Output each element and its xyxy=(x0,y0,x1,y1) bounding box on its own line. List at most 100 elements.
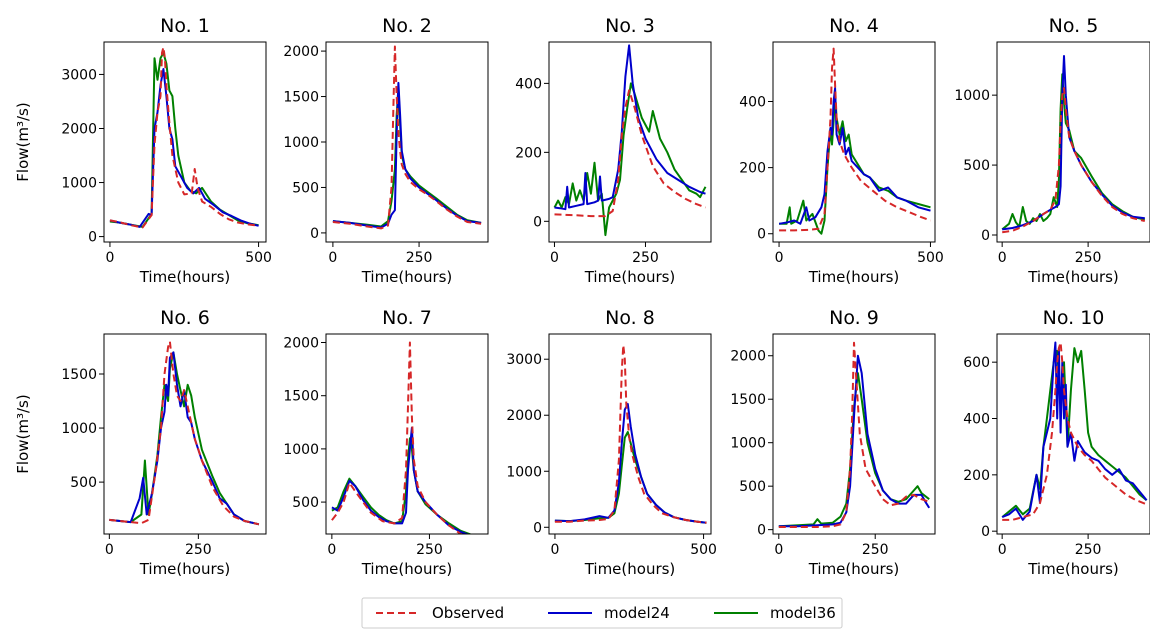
y-tick-label: 400 xyxy=(515,76,542,92)
y-tick-label: 2000 xyxy=(506,408,542,424)
axes-frame xyxy=(772,333,936,535)
y-tick-label: 200 xyxy=(515,145,542,161)
series-line-observed xyxy=(1002,341,1147,521)
axes-frame xyxy=(325,333,489,535)
y-tick-label: 1500 xyxy=(61,367,97,383)
subplot-10: 0 250 0 200 400 600 No. 10 Time(hours) xyxy=(963,307,1150,578)
series-line-observed xyxy=(332,45,482,230)
y-tick-label: 2000 xyxy=(283,44,319,60)
x-tick-label: 0 xyxy=(105,250,114,266)
y-tick-label: 0 xyxy=(310,226,319,242)
y-tick-label: 1000 xyxy=(283,442,319,458)
axes-frame xyxy=(772,41,936,243)
y-tick-label: 0 xyxy=(757,523,766,539)
x-axis-label: Time(hours) xyxy=(1027,268,1119,286)
series-line-observed xyxy=(779,47,931,232)
subplot-4: 0 500 0 200 400 No. 4 Time(hours) xyxy=(739,15,944,286)
subplot-title: No. 5 xyxy=(1049,15,1099,37)
x-axis-label: Time(hours) xyxy=(584,268,676,286)
subplot-2: 0 250 0 500 1000 1500 2000 No. 2 Time(hours) xyxy=(283,15,489,286)
series-line-model36 xyxy=(109,351,260,526)
y-tick-label: 200 xyxy=(963,468,990,484)
subplot-title: No. 3 xyxy=(605,15,655,37)
series-line-observed xyxy=(331,341,465,534)
subplot-title: No. 10 xyxy=(1043,307,1105,329)
subplot-title: No. 2 xyxy=(382,15,432,37)
x-tick-label: 250 xyxy=(416,542,443,558)
y-tick-label: 0 xyxy=(981,524,990,540)
y-tick-label: 0 xyxy=(981,228,990,244)
y-tick-label: 500 xyxy=(70,475,97,491)
x-tick-label: 0 xyxy=(998,542,1007,558)
y-axis-label: Flow(m³/s) xyxy=(14,102,32,181)
series-line-model24 xyxy=(554,44,706,211)
series-line-model24 xyxy=(1001,341,1148,521)
subplot-7: 0 250 500 1000 1500 2000 No. 7 Time(hours) xyxy=(283,307,489,578)
x-tick-label: 0 xyxy=(327,542,336,558)
y-tick-label: 400 xyxy=(963,412,990,428)
y-tick-label: 500 xyxy=(739,479,766,495)
series-line-model24 xyxy=(778,354,931,528)
series-line-observed xyxy=(1002,87,1146,234)
y-tick-label: 0 xyxy=(533,214,542,230)
series-line-observed xyxy=(109,46,259,229)
y-tick-label: 1500 xyxy=(730,392,766,408)
subplot-title: No. 1 xyxy=(160,15,210,37)
x-tick-label: 250 xyxy=(1075,250,1102,266)
y-tick-label: 600 xyxy=(963,355,990,371)
subplot-5: 0 250 0 500 1000 No. 5 Time(hours) xyxy=(954,15,1150,286)
subplot-title: No. 9 xyxy=(829,307,879,329)
y-tick-label: 500 xyxy=(963,158,990,174)
series-line-model36 xyxy=(553,82,707,237)
x-tick-label: 0 xyxy=(105,542,114,558)
y-tick-label: 3000 xyxy=(506,352,542,368)
axes-frame xyxy=(996,333,1150,535)
y-tick-label: 1000 xyxy=(61,421,97,437)
axes-frame xyxy=(996,41,1150,243)
x-tick-label: 500 xyxy=(690,542,717,558)
x-axis-label: Time(hours) xyxy=(361,268,453,286)
x-tick-label: 250 xyxy=(185,542,212,558)
y-tick-label: 2000 xyxy=(61,121,97,137)
subplot-3: 0 250 0 200 400 No. 3 Time(hours) xyxy=(515,15,712,286)
x-tick-label: 500 xyxy=(245,250,272,266)
subplot-8: 0 500 0 1000 2000 3000 No. 8 Time(hours) xyxy=(506,307,717,578)
y-tick-label: 0 xyxy=(757,227,766,243)
series-line-model24 xyxy=(332,81,482,229)
x-axis-label: Time(hours) xyxy=(139,560,231,578)
subplot-9: 0 250 0 500 1000 1500 2000 No. 9 Time(hours) xyxy=(730,307,936,578)
legend-box xyxy=(361,597,843,629)
series-line-model36 xyxy=(332,86,482,228)
series-line-model24 xyxy=(109,351,260,526)
y-tick-label: 1500 xyxy=(283,389,319,405)
x-axis-label: Time(hours) xyxy=(139,268,231,286)
legend-label-observed: Observed xyxy=(432,604,504,622)
series-line-observed xyxy=(554,344,707,524)
subplot-1: 0 500 0 1000 2000 3000 No. 1 Time(hours) Flow(m³… xyxy=(14,15,272,286)
legend-label-model24: model24 xyxy=(604,604,670,622)
y-tick-label: 0 xyxy=(88,230,97,246)
legend-label-model36: model36 xyxy=(770,604,836,622)
axes-frame xyxy=(103,333,267,535)
subplot-title: No. 6 xyxy=(160,307,210,329)
x-axis-label: Time(hours) xyxy=(361,560,453,578)
series-line-model36 xyxy=(779,93,931,235)
subplot-title: No. 4 xyxy=(829,15,879,37)
y-tick-label: 1000 xyxy=(61,176,97,192)
series-line-observed xyxy=(109,340,260,526)
x-tick-label: 250 xyxy=(406,250,433,266)
x-tick-label: 0 xyxy=(998,250,1007,266)
x-tick-label: 0 xyxy=(550,542,559,558)
series-line-model36 xyxy=(1001,347,1148,518)
x-tick-label: 250 xyxy=(1075,542,1102,558)
x-tick-label: 0 xyxy=(328,250,337,266)
x-axis-label: Time(hours) xyxy=(1027,560,1119,578)
series-line-model24 xyxy=(554,403,707,524)
y-axis-label: Flow(m³/s) xyxy=(14,394,32,473)
axes-frame xyxy=(548,333,712,535)
x-tick-label: 250 xyxy=(632,250,659,266)
y-tick-label: 2000 xyxy=(730,349,766,365)
x-tick-label: 0 xyxy=(550,250,559,266)
subplot-6: 0 250 500 1000 1500 No. 6 Time(hours) Flow(m³/s… xyxy=(14,307,267,578)
